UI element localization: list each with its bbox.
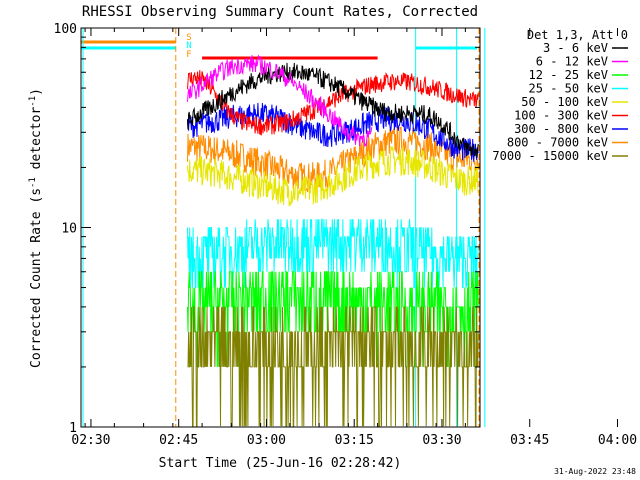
series-line (187, 126, 479, 193)
legend-label: 12 - 25 keV (529, 68, 608, 82)
x-tick-label: 03:00 (247, 433, 286, 448)
x-axis-label: Start Time (25-Jun-16 02:28:42) (159, 456, 402, 471)
y-tick-label: 100 (54, 22, 77, 37)
x-tick-label: 03:45 (510, 433, 549, 448)
y-axis-label-mid: detector (29, 107, 44, 178)
x-tick-label: 04:00 (598, 433, 637, 448)
series-line (187, 62, 479, 158)
y-axis-label-sup2: -1 (28, 96, 38, 107)
y-axis: 1 10 100 (54, 22, 480, 436)
series-line (187, 145, 479, 207)
series-line (187, 218, 479, 289)
legend-label: 3 - 6 keV (543, 41, 608, 55)
x-tick-label: 03:15 (335, 433, 374, 448)
y-axis-label-end: ) (29, 88, 44, 96)
y-axis-label-main: Corrected Count Rate (s (29, 188, 44, 368)
legend-label: 100 - 300 keV (514, 109, 608, 123)
x-tick-label: 02:45 (159, 433, 198, 448)
footer-timestamp: 31-Aug-2022 23:48 (554, 467, 636, 476)
legend-label: 50 - 100 keV (521, 95, 608, 109)
legend-label: 800 - 7000 keV (507, 136, 608, 150)
legend-label: 300 - 800 keV (514, 122, 608, 136)
series-line (187, 271, 479, 368)
legend-title: Det 1,3, Att 0 (527, 28, 628, 42)
series-line (187, 102, 479, 162)
legend-label: 7000 - 15000 keV (492, 149, 608, 163)
plot-area: SNF (81, 28, 486, 427)
y-tick-label: 1 (69, 421, 77, 436)
chart-title: RHESSI Observing Summary Count Rates, Co… (82, 4, 478, 20)
y-tick-label: 10 (61, 222, 77, 237)
x-tick-label: 03:30 (422, 433, 461, 448)
flag-letter: S (186, 33, 191, 43)
y-axis-label: Corrected Count Rate (s-1 detector-1) (28, 88, 44, 368)
flag-letter: F (186, 50, 191, 60)
legend-label: 25 - 50 keV (529, 82, 608, 96)
series-line (187, 306, 479, 427)
y-axis-label-sup1: -1 (28, 177, 38, 188)
x-tick-label: 02:30 (71, 433, 110, 448)
legend-label: 6 - 12 keV (536, 55, 608, 69)
flag-letter: N (186, 41, 191, 51)
series-line (187, 70, 479, 136)
series-line (187, 54, 373, 148)
x-axis: 02:30 02:45 03:00 03:15 03:30 03:45 04:00 (71, 28, 637, 448)
